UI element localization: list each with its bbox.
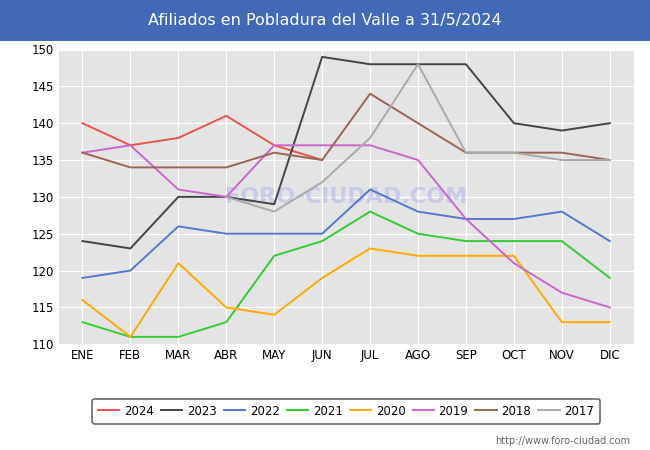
2024	[127, 143, 135, 148]
2019	[558, 290, 566, 295]
2017	[222, 194, 230, 200]
2020	[270, 312, 278, 318]
2020	[558, 320, 566, 325]
2021	[127, 334, 135, 340]
2018	[174, 165, 182, 170]
2019	[462, 216, 470, 222]
2017	[510, 150, 518, 155]
2022	[222, 231, 230, 236]
2018	[606, 158, 614, 163]
2024	[270, 143, 278, 148]
Text: http://www.foro-ciudad.com: http://www.foro-ciudad.com	[495, 436, 630, 446]
Line: 2022: 2022	[83, 189, 610, 278]
2024	[174, 135, 182, 140]
2019	[79, 150, 86, 155]
2019	[318, 143, 326, 148]
2023	[606, 121, 614, 126]
2018	[318, 158, 326, 163]
2022	[558, 209, 566, 214]
2023	[174, 194, 182, 200]
2017	[366, 135, 374, 140]
2019	[174, 187, 182, 192]
2021	[270, 253, 278, 258]
Line: 2019: 2019	[83, 145, 610, 307]
Line: 2020: 2020	[83, 248, 610, 337]
2018	[127, 165, 135, 170]
2023	[462, 62, 470, 67]
2020	[462, 253, 470, 258]
Legend: 2024, 2023, 2022, 2021, 2020, 2019, 2018, 2017: 2024, 2023, 2022, 2021, 2020, 2019, 2018…	[92, 399, 600, 423]
2021	[79, 320, 86, 325]
2020	[127, 334, 135, 340]
2020	[414, 253, 422, 258]
2018	[79, 150, 86, 155]
2022	[414, 209, 422, 214]
2020	[366, 246, 374, 251]
2022	[510, 216, 518, 222]
2019	[366, 143, 374, 148]
Line: 2018: 2018	[83, 94, 610, 167]
2020	[510, 253, 518, 258]
Text: FORO-CIUDAD.COM: FORO-CIUDAD.COM	[225, 187, 467, 207]
2018	[558, 150, 566, 155]
2023	[318, 54, 326, 59]
2022	[606, 238, 614, 244]
2023	[558, 128, 566, 133]
2018	[222, 165, 230, 170]
2021	[510, 238, 518, 244]
2021	[366, 209, 374, 214]
2017	[462, 150, 470, 155]
2019	[606, 305, 614, 310]
2023	[510, 121, 518, 126]
2021	[606, 275, 614, 281]
2018	[366, 91, 374, 96]
2023	[414, 62, 422, 67]
2021	[414, 231, 422, 236]
2018	[270, 150, 278, 155]
2024	[79, 121, 86, 126]
2022	[366, 187, 374, 192]
2021	[222, 320, 230, 325]
2020	[79, 297, 86, 303]
2023	[127, 246, 135, 251]
2019	[127, 143, 135, 148]
2017	[606, 158, 614, 163]
2023	[270, 202, 278, 207]
2021	[174, 334, 182, 340]
Line: 2024: 2024	[83, 116, 322, 160]
2019	[510, 261, 518, 266]
2023	[79, 238, 86, 244]
Text: Afiliados en Pobladura del Valle a 31/5/2024: Afiliados en Pobladura del Valle a 31/5/…	[148, 13, 502, 28]
2020	[318, 275, 326, 281]
2022	[462, 216, 470, 222]
2021	[318, 238, 326, 244]
2022	[79, 275, 86, 281]
2019	[270, 143, 278, 148]
2022	[270, 231, 278, 236]
2019	[414, 158, 422, 163]
2021	[462, 238, 470, 244]
Line: 2017: 2017	[226, 64, 610, 211]
2021	[558, 238, 566, 244]
Line: 2023: 2023	[83, 57, 610, 248]
2020	[606, 320, 614, 325]
2020	[174, 261, 182, 266]
2017	[414, 62, 422, 67]
2022	[127, 268, 135, 273]
2023	[222, 194, 230, 200]
2024	[318, 158, 326, 163]
2024	[222, 113, 230, 118]
2017	[318, 180, 326, 185]
2023	[366, 62, 374, 67]
2018	[462, 150, 470, 155]
2019	[222, 194, 230, 200]
2018	[414, 121, 422, 126]
2022	[318, 231, 326, 236]
Line: 2021: 2021	[83, 212, 610, 337]
2017	[558, 158, 566, 163]
2018	[510, 150, 518, 155]
2020	[222, 305, 230, 310]
2022	[174, 224, 182, 229]
2017	[270, 209, 278, 214]
